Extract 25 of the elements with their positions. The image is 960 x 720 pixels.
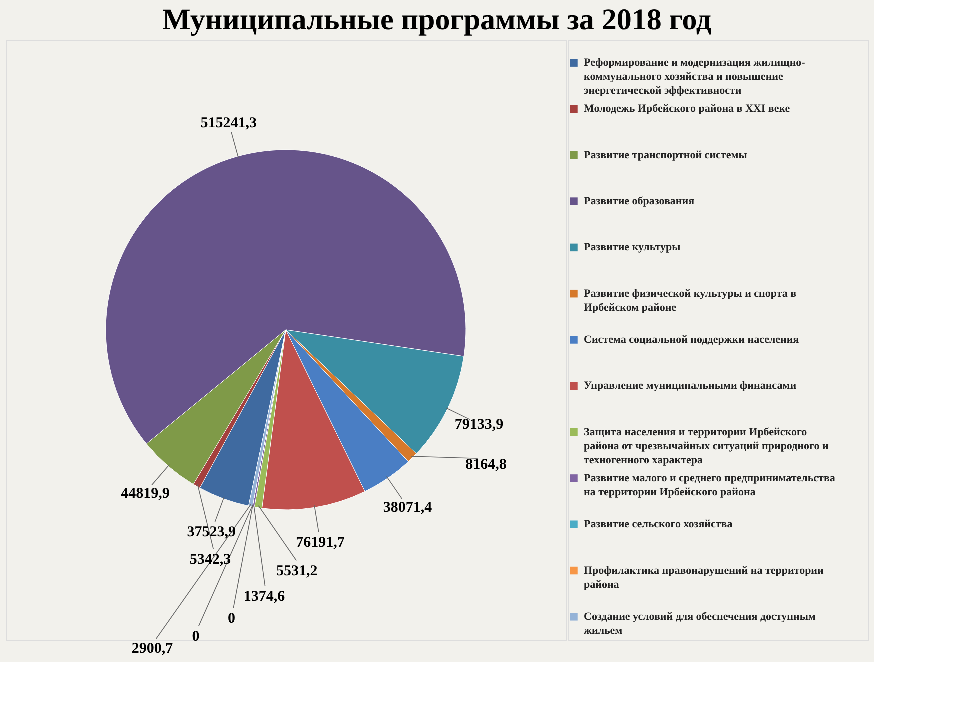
data-label: 38071,4 xyxy=(383,500,433,516)
legend-label: Профилактика правонарушений на территории района xyxy=(584,564,825,591)
data-label: 76191,7 xyxy=(296,535,346,552)
legend-label: Создание условий для обеспечения доступным жильем xyxy=(584,610,816,637)
data-label: 2900,7 xyxy=(132,641,174,658)
legend-label: Развитие сельского хозяйства xyxy=(584,518,734,531)
data-label: 44819,9 xyxy=(121,486,170,502)
legend-label: Реформирование и модернизация жилищно-коммунального хозяйства и повышение энергетической эффективности xyxy=(584,57,806,98)
chart-title: Муниципальные программы за 2018 год xyxy=(162,4,712,36)
legend-label: Развитие образования xyxy=(584,196,695,208)
legend-label: Защита населения и территории Ирбейского района от чрезвычайных ситуаций природного и техногенного характера xyxy=(584,426,830,466)
data-label: 1374,6 xyxy=(244,589,286,606)
legend-label: Развитие культуры xyxy=(584,242,682,254)
legend-label: Развитие физической культуры и спорта в Ирбейском районе xyxy=(584,288,797,314)
text: 0 xyxy=(228,610,236,627)
legend-label: Молодежь Ирбейского района в XXI веке xyxy=(584,103,790,116)
data-label: 8164,8 xyxy=(466,457,507,474)
text: 0 xyxy=(192,629,200,646)
legend-label: Развитие малого и среднего предпринимательства на территории Ирбейского района xyxy=(584,472,836,498)
data-label: 5531,2 xyxy=(276,564,318,580)
legend-label: Управление муниципальными финансами xyxy=(584,380,798,392)
legend-label: Система социальной поддержки населения xyxy=(584,334,800,346)
data-label: 515241,3 xyxy=(200,116,258,132)
legend-label: Развитие транспортной системы xyxy=(584,149,748,162)
data-label: 79133,9 xyxy=(454,417,504,434)
